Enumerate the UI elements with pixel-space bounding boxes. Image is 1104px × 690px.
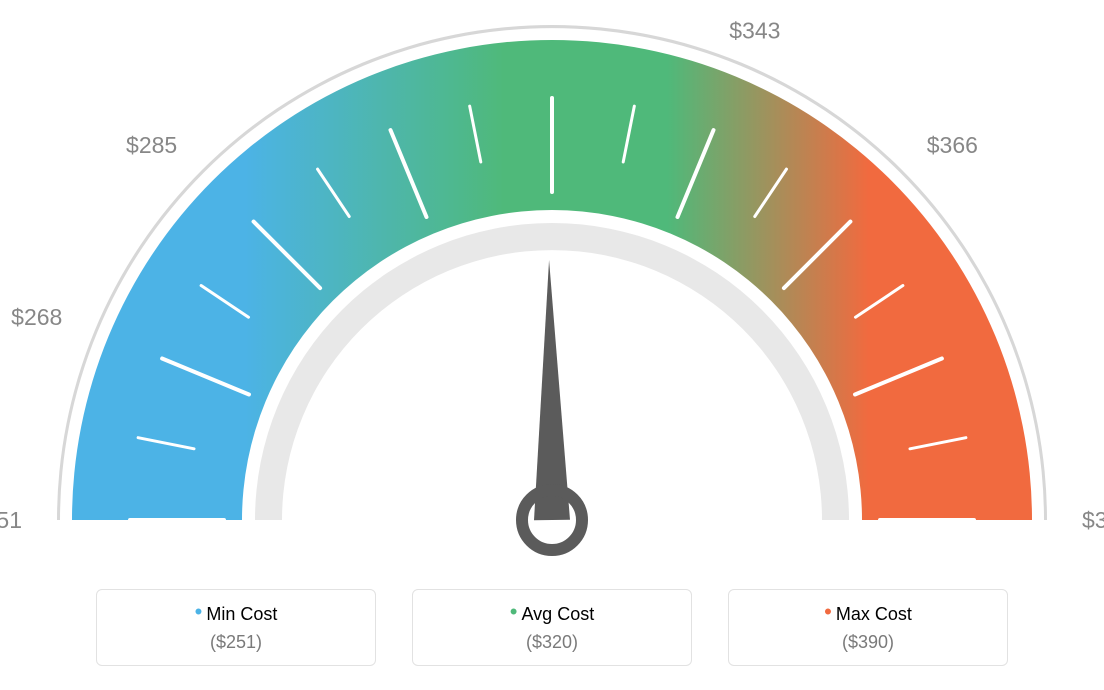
legend-label-max: Max Cost <box>836 604 912 625</box>
svg-text:$268: $268 <box>11 304 62 330</box>
legend-card-avg: • Avg Cost ($320) <box>412 589 692 667</box>
svg-text:$251: $251 <box>0 507 22 533</box>
dot-icon: • <box>510 607 518 617</box>
svg-text:$390: $390 <box>1082 507 1104 533</box>
legend-row: • Min Cost ($251) • Avg Cost ($320) • Ma… <box>0 589 1104 667</box>
svg-text:$343: $343 <box>729 17 780 43</box>
legend-card-min: • Min Cost ($251) <box>96 589 376 667</box>
legend-title-max: • Max Cost <box>824 604 912 625</box>
svg-text:$285: $285 <box>126 132 177 158</box>
legend-value-max: ($390) <box>739 632 997 653</box>
legend-value-avg: ($320) <box>423 632 681 653</box>
gauge-chart: $251 $268 $285 $320 $343 $366 $390 <box>0 0 1104 570</box>
svg-text:$320: $320 <box>526 0 577 3</box>
dot-icon: • <box>824 607 832 617</box>
dot-icon: • <box>195 607 203 617</box>
legend-title-avg: • Avg Cost <box>510 604 594 625</box>
legend-value-min: ($251) <box>107 632 365 653</box>
gauge-svg: $251 $268 $285 $320 $343 $366 $390 <box>0 0 1104 570</box>
legend-card-max: • Max Cost ($390) <box>728 589 1008 667</box>
legend-label-min: Min Cost <box>206 604 277 625</box>
legend-title-min: • Min Cost <box>195 604 278 625</box>
legend-label-avg: Avg Cost <box>522 604 595 625</box>
svg-text:$366: $366 <box>927 132 978 158</box>
